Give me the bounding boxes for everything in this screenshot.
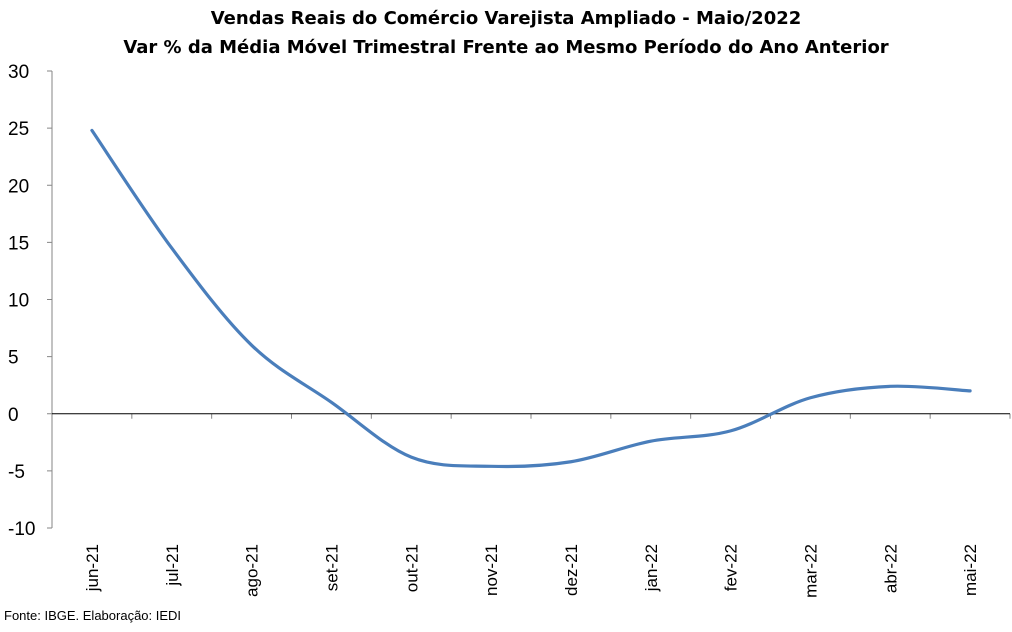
- data-point-dez-21: [569, 460, 572, 463]
- x-tick-label: ago-21: [243, 544, 262, 597]
- chart-subtitle-line: Var % da Média Móvel Trimestral Frente a…: [123, 37, 889, 58]
- data-point-jan-22: [649, 440, 652, 443]
- chart-title-line: Vendas Reais do Comércio Varejista Ampli…: [210, 8, 802, 29]
- x-tick-label: dez-21: [562, 544, 581, 596]
- source-note: Fonte: IBGE. Elaboração: IEDI: [4, 608, 182, 623]
- data-point-mar-22: [809, 396, 812, 399]
- y-tick-label: 0: [8, 405, 19, 426]
- y-tick-label: 25: [8, 119, 29, 140]
- x-tick-label: fev-22: [722, 544, 741, 591]
- data-point-out-21: [410, 456, 413, 459]
- x-axis: jun-21 jul-21 ago-21 set-21 out-21 nov-21 dez-…: [51, 413, 1011, 598]
- y-tick-label: 10: [8, 291, 29, 312]
- y-tick-label: 5: [8, 348, 19, 369]
- x-tick-label: jul-21: [163, 544, 182, 587]
- x-tick-label: out-21: [402, 544, 421, 592]
- x-tick-label: mai-22: [961, 544, 980, 596]
- data-point-fev-22: [729, 429, 732, 432]
- y-tick-label: 20: [8, 176, 29, 197]
- y-axis: 30 25 20 15 10 5 0 -5 -10: [8, 62, 53, 540]
- y-tick-label: -10: [8, 519, 35, 540]
- y-tick-label: 15: [8, 233, 29, 254]
- y-tick-label: -5: [8, 462, 25, 483]
- data-point-jul-21: [170, 247, 173, 250]
- data-point-jun-21: [90, 129, 93, 132]
- x-tick-label: mar-22: [801, 544, 820, 598]
- y-tick-label: 30: [8, 62, 29, 83]
- data-point-ago-21: [250, 344, 253, 347]
- x-tick-label: abr-22: [881, 544, 900, 593]
- data-point-mai-22: [969, 389, 972, 392]
- data-point-nov-21: [490, 465, 493, 468]
- x-tick-label: jan-22: [642, 544, 661, 592]
- x-tick-label: jun-21: [83, 544, 102, 592]
- plot-area: [52, 128, 1010, 469]
- x-tick-label: set-21: [322, 544, 341, 591]
- data-point-set-21: [330, 401, 333, 404]
- x-tick-label: nov-21: [482, 544, 501, 596]
- data-point-abr-22: [889, 385, 892, 388]
- series-line: [90, 128, 972, 469]
- chart-title: Vendas Reais do Comércio Varejista Ampli…: [0, 4, 1012, 62]
